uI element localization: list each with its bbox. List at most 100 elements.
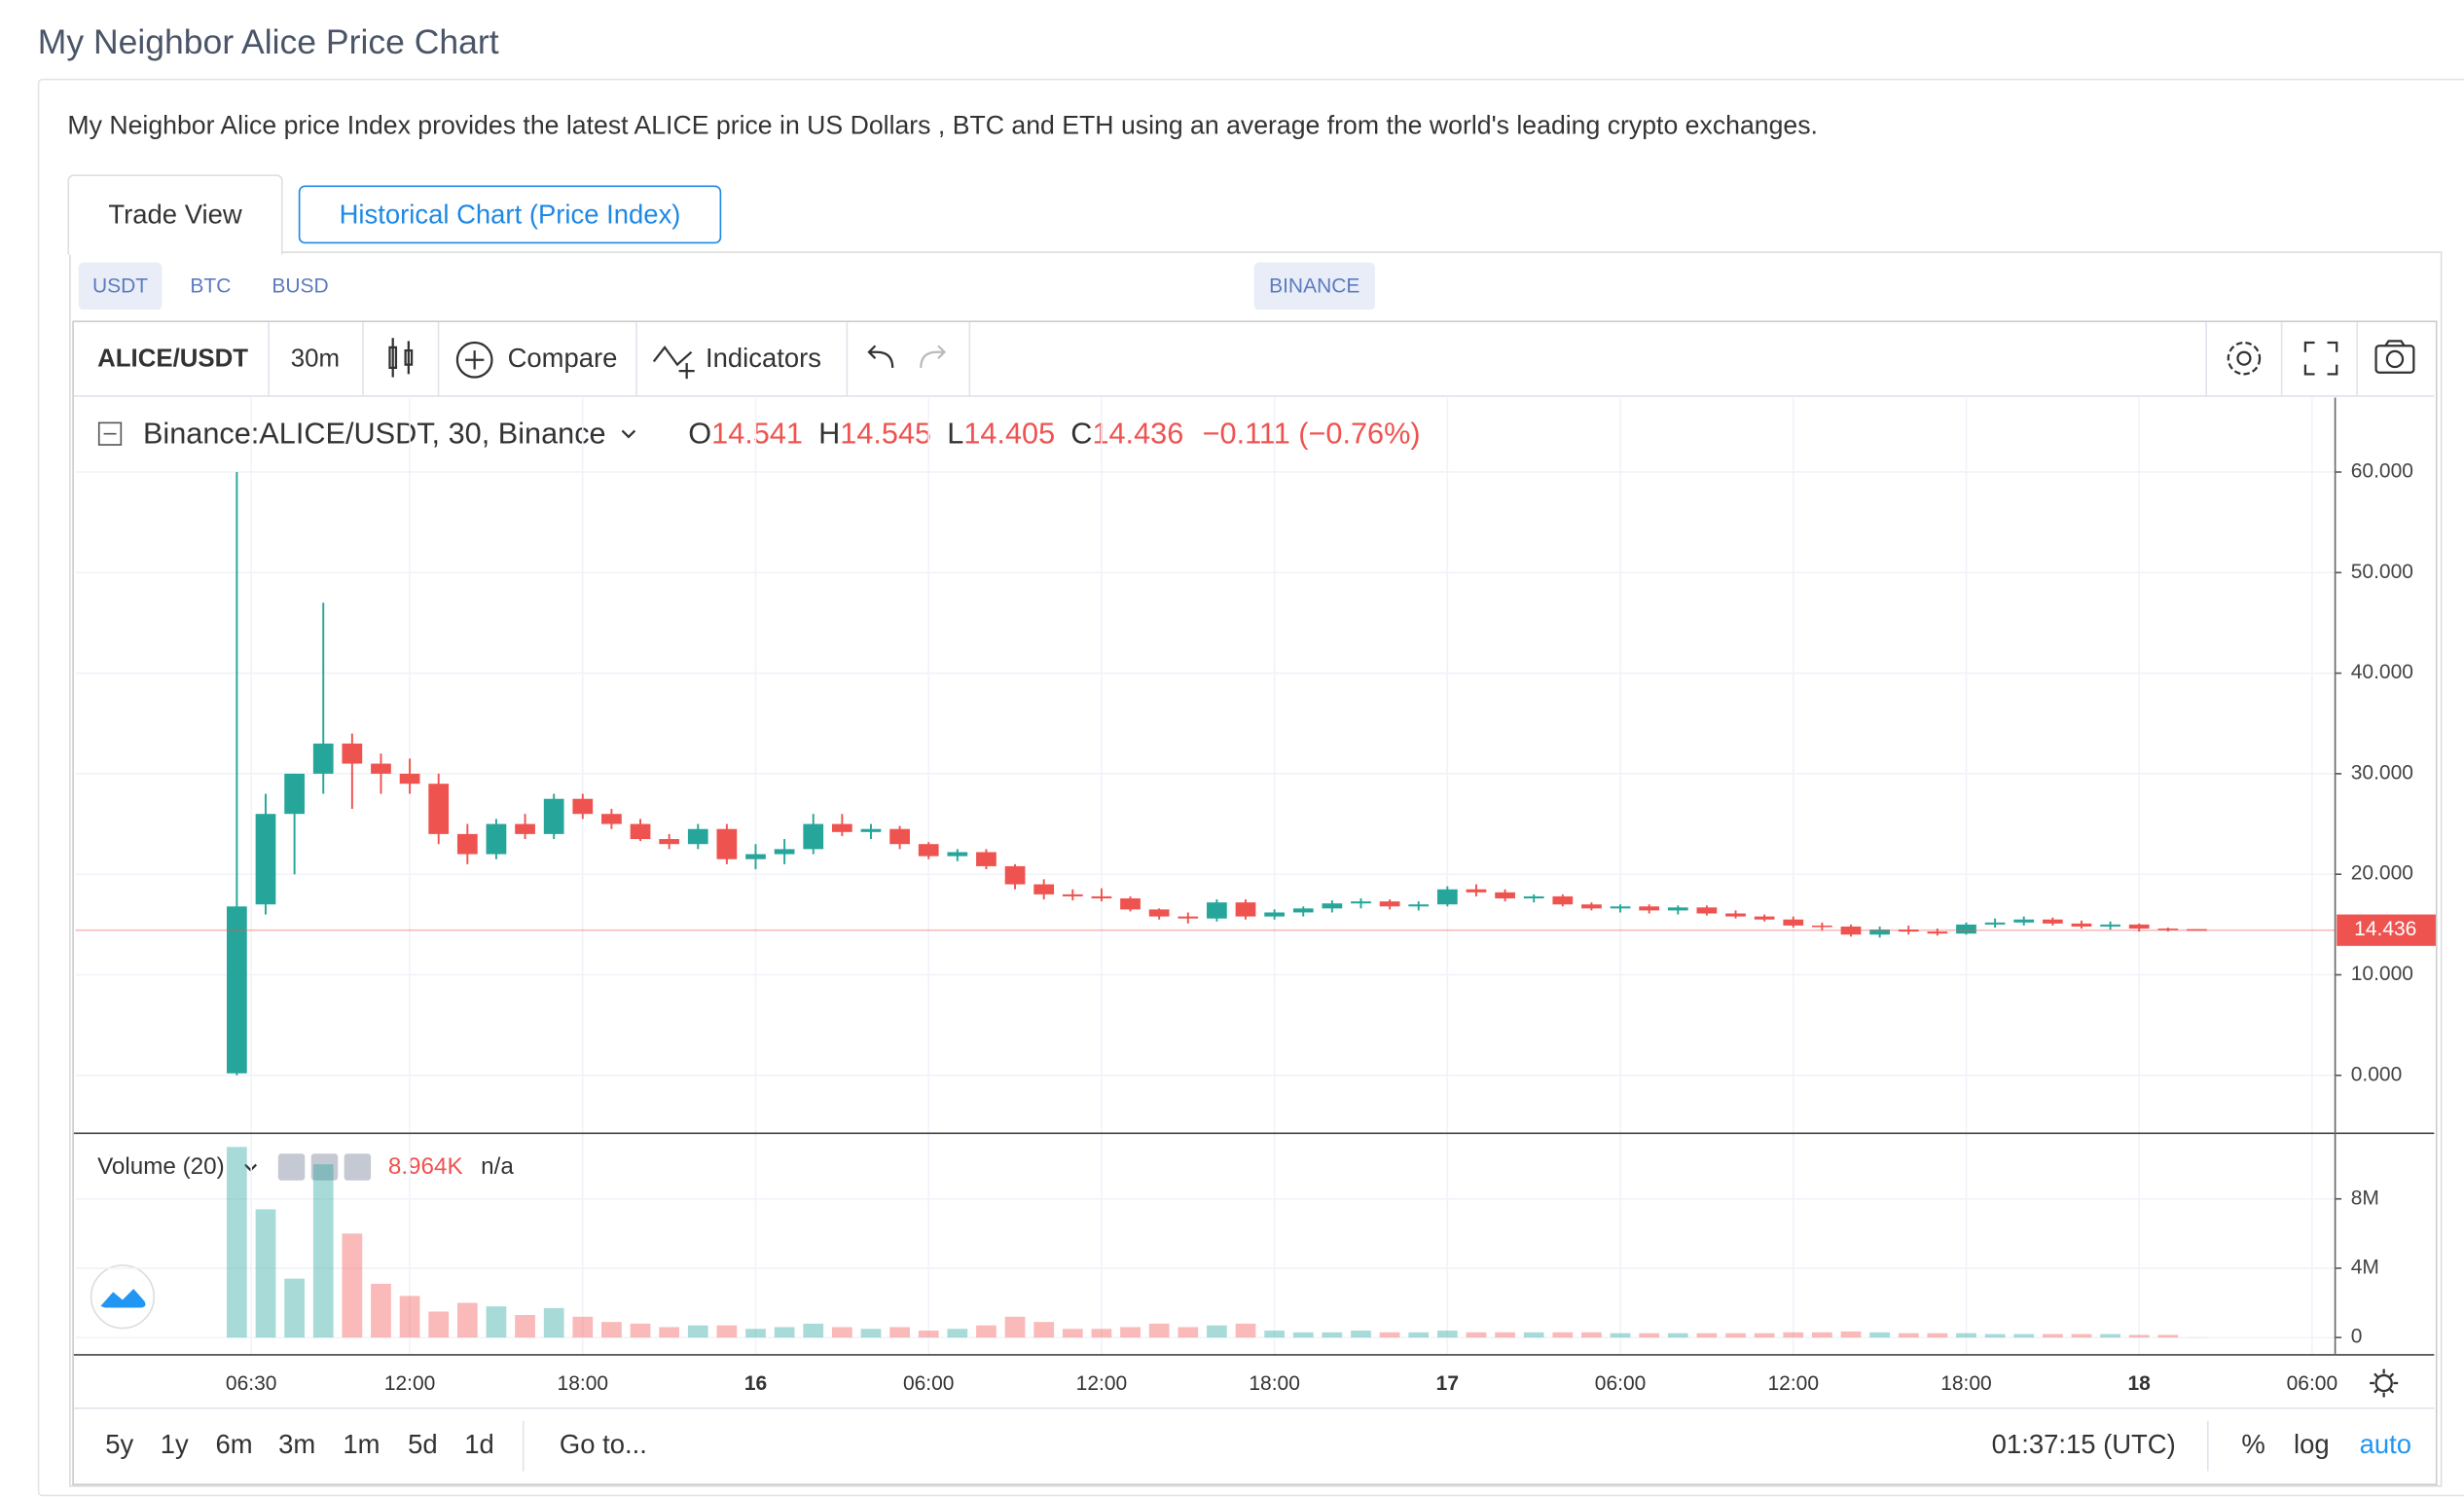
indicators-icon[interactable] [652,345,695,380]
candle-body [1033,884,1055,895]
volume-bar [2071,1333,2092,1338]
candle-body [227,906,247,1074]
candle-body [918,844,939,857]
volume-bar [659,1327,680,1338]
settings-icon[interactable] [2227,341,2262,376]
camera-icon[interactable] [2374,340,2415,374]
candle-body [312,743,334,774]
legend-label: O [688,416,711,450]
legend-label: H [818,416,840,450]
volume-bar [774,1327,795,1338]
candle-body [1178,916,1199,919]
candle-body [1207,902,1227,919]
range-button[interactable]: 6m [216,1429,253,1459]
candle-body [687,828,708,845]
volume-bar [1148,1323,1170,1338]
volume-bar [284,1278,305,1338]
exchange-tab[interactable]: BINANCE [1253,262,1375,310]
range-button[interactable]: 1d [464,1429,494,1459]
collapse-icon[interactable] [97,421,123,446]
chevron [621,429,636,439]
tab-button[interactable]: Historical Chart (Price Index) [298,185,722,244]
toolbar-separators [73,322,2435,1472]
quote-tab[interactable]: BTC [190,273,232,298]
candle-body [2100,924,2120,927]
volume-bar [1235,1323,1256,1338]
candle-body [1436,889,1458,905]
volume-bar [976,1325,996,1338]
volume-bar [1062,1329,1083,1338]
indicators[interactable]: Indicators [706,343,821,373]
candle-body [1408,904,1430,907]
candle-body [2071,923,2092,927]
candle-icon[interactable] [388,338,414,378]
compare[interactable]: Compare [508,343,618,373]
candle-body [1927,931,1948,934]
y-tick-label: 20.000 [2351,862,2413,885]
candle-body [1898,930,1919,932]
range-button[interactable]: 5y [105,1429,133,1459]
last-price-label: 14.436 [2354,918,2416,940]
volume-bar [1667,1333,1688,1338]
candle-body [2187,929,2207,931]
fullscreen-icon[interactable] [2303,341,2338,376]
candle-body [601,814,622,824]
volume-bar [1523,1332,1544,1338]
range-button[interactable]: 5d [408,1429,438,1459]
candle-body [774,849,795,855]
legend-symbol[interactable]: Binance:ALICE/USDT, 30, Binance [143,416,606,450]
x-tick-label: 18:00 [558,1372,609,1395]
undo-icon[interactable] [867,345,894,368]
volume-bar [1264,1331,1286,1338]
volume-bar [687,1325,708,1338]
auto-toggle[interactable]: auto [2360,1429,2411,1459]
volume-bar [2128,1334,2150,1338]
volume-bar [2013,1333,2035,1338]
volume-bar [572,1316,594,1338]
candle-body [1523,895,1544,898]
range-button[interactable]: 1m [343,1429,380,1459]
clock: 01:37:15 (UTC) [1992,1429,2176,1459]
candle-body [745,854,766,859]
x-tick-label: 18:00 [1249,1372,1300,1395]
volume-icons[interactable] [277,1153,372,1181]
volume-bar [860,1329,882,1338]
volume-bar [1812,1332,1832,1338]
volume-bar [1408,1332,1430,1338]
volume-bar [745,1329,766,1338]
log-toggle[interactable]: log [2294,1429,2330,1459]
candle-body [1840,926,1862,935]
redo-icon[interactable] [920,345,947,368]
volume-bar [803,1323,824,1338]
logo[interactable] [90,1264,156,1330]
quote-tab[interactable]: USDT [78,262,163,310]
candle-body [630,823,651,840]
percent-toggle[interactable]: % [2241,1429,2265,1459]
goto[interactable]: Go to... [560,1429,647,1459]
candle-body [456,833,478,855]
compare-icon[interactable] [455,341,493,379]
volume-bar [947,1329,968,1338]
candle-body [947,852,968,857]
candle-body [1292,908,1314,913]
volume-bar [255,1209,276,1338]
volume-bar [515,1315,535,1338]
candle-body [1495,892,1515,898]
volume-bar [1898,1333,1919,1338]
legend-value: 14.436 [1092,416,1183,450]
candle-body [399,773,420,785]
interval[interactable]: 30m [291,346,340,373]
volume-bar [1004,1316,1026,1338]
volume-bar [1725,1333,1746,1338]
range-button[interactable]: 3m [278,1429,315,1459]
x-tick-label: 06:00 [2287,1372,2338,1395]
quote-tab[interactable]: BUSD [272,273,329,298]
volume-name[interactable]: Volume (20) [97,1153,225,1180]
volume-value: 8.964K [388,1153,463,1180]
range-button[interactable]: 1y [161,1429,189,1459]
tab[interactable]: Trade View [67,174,283,255]
axis-settings-icon[interactable] [2370,1369,2399,1398]
symbol[interactable]: ALICE/USDT [97,346,248,373]
x-tick-label: 12:00 [1768,1372,1820,1395]
